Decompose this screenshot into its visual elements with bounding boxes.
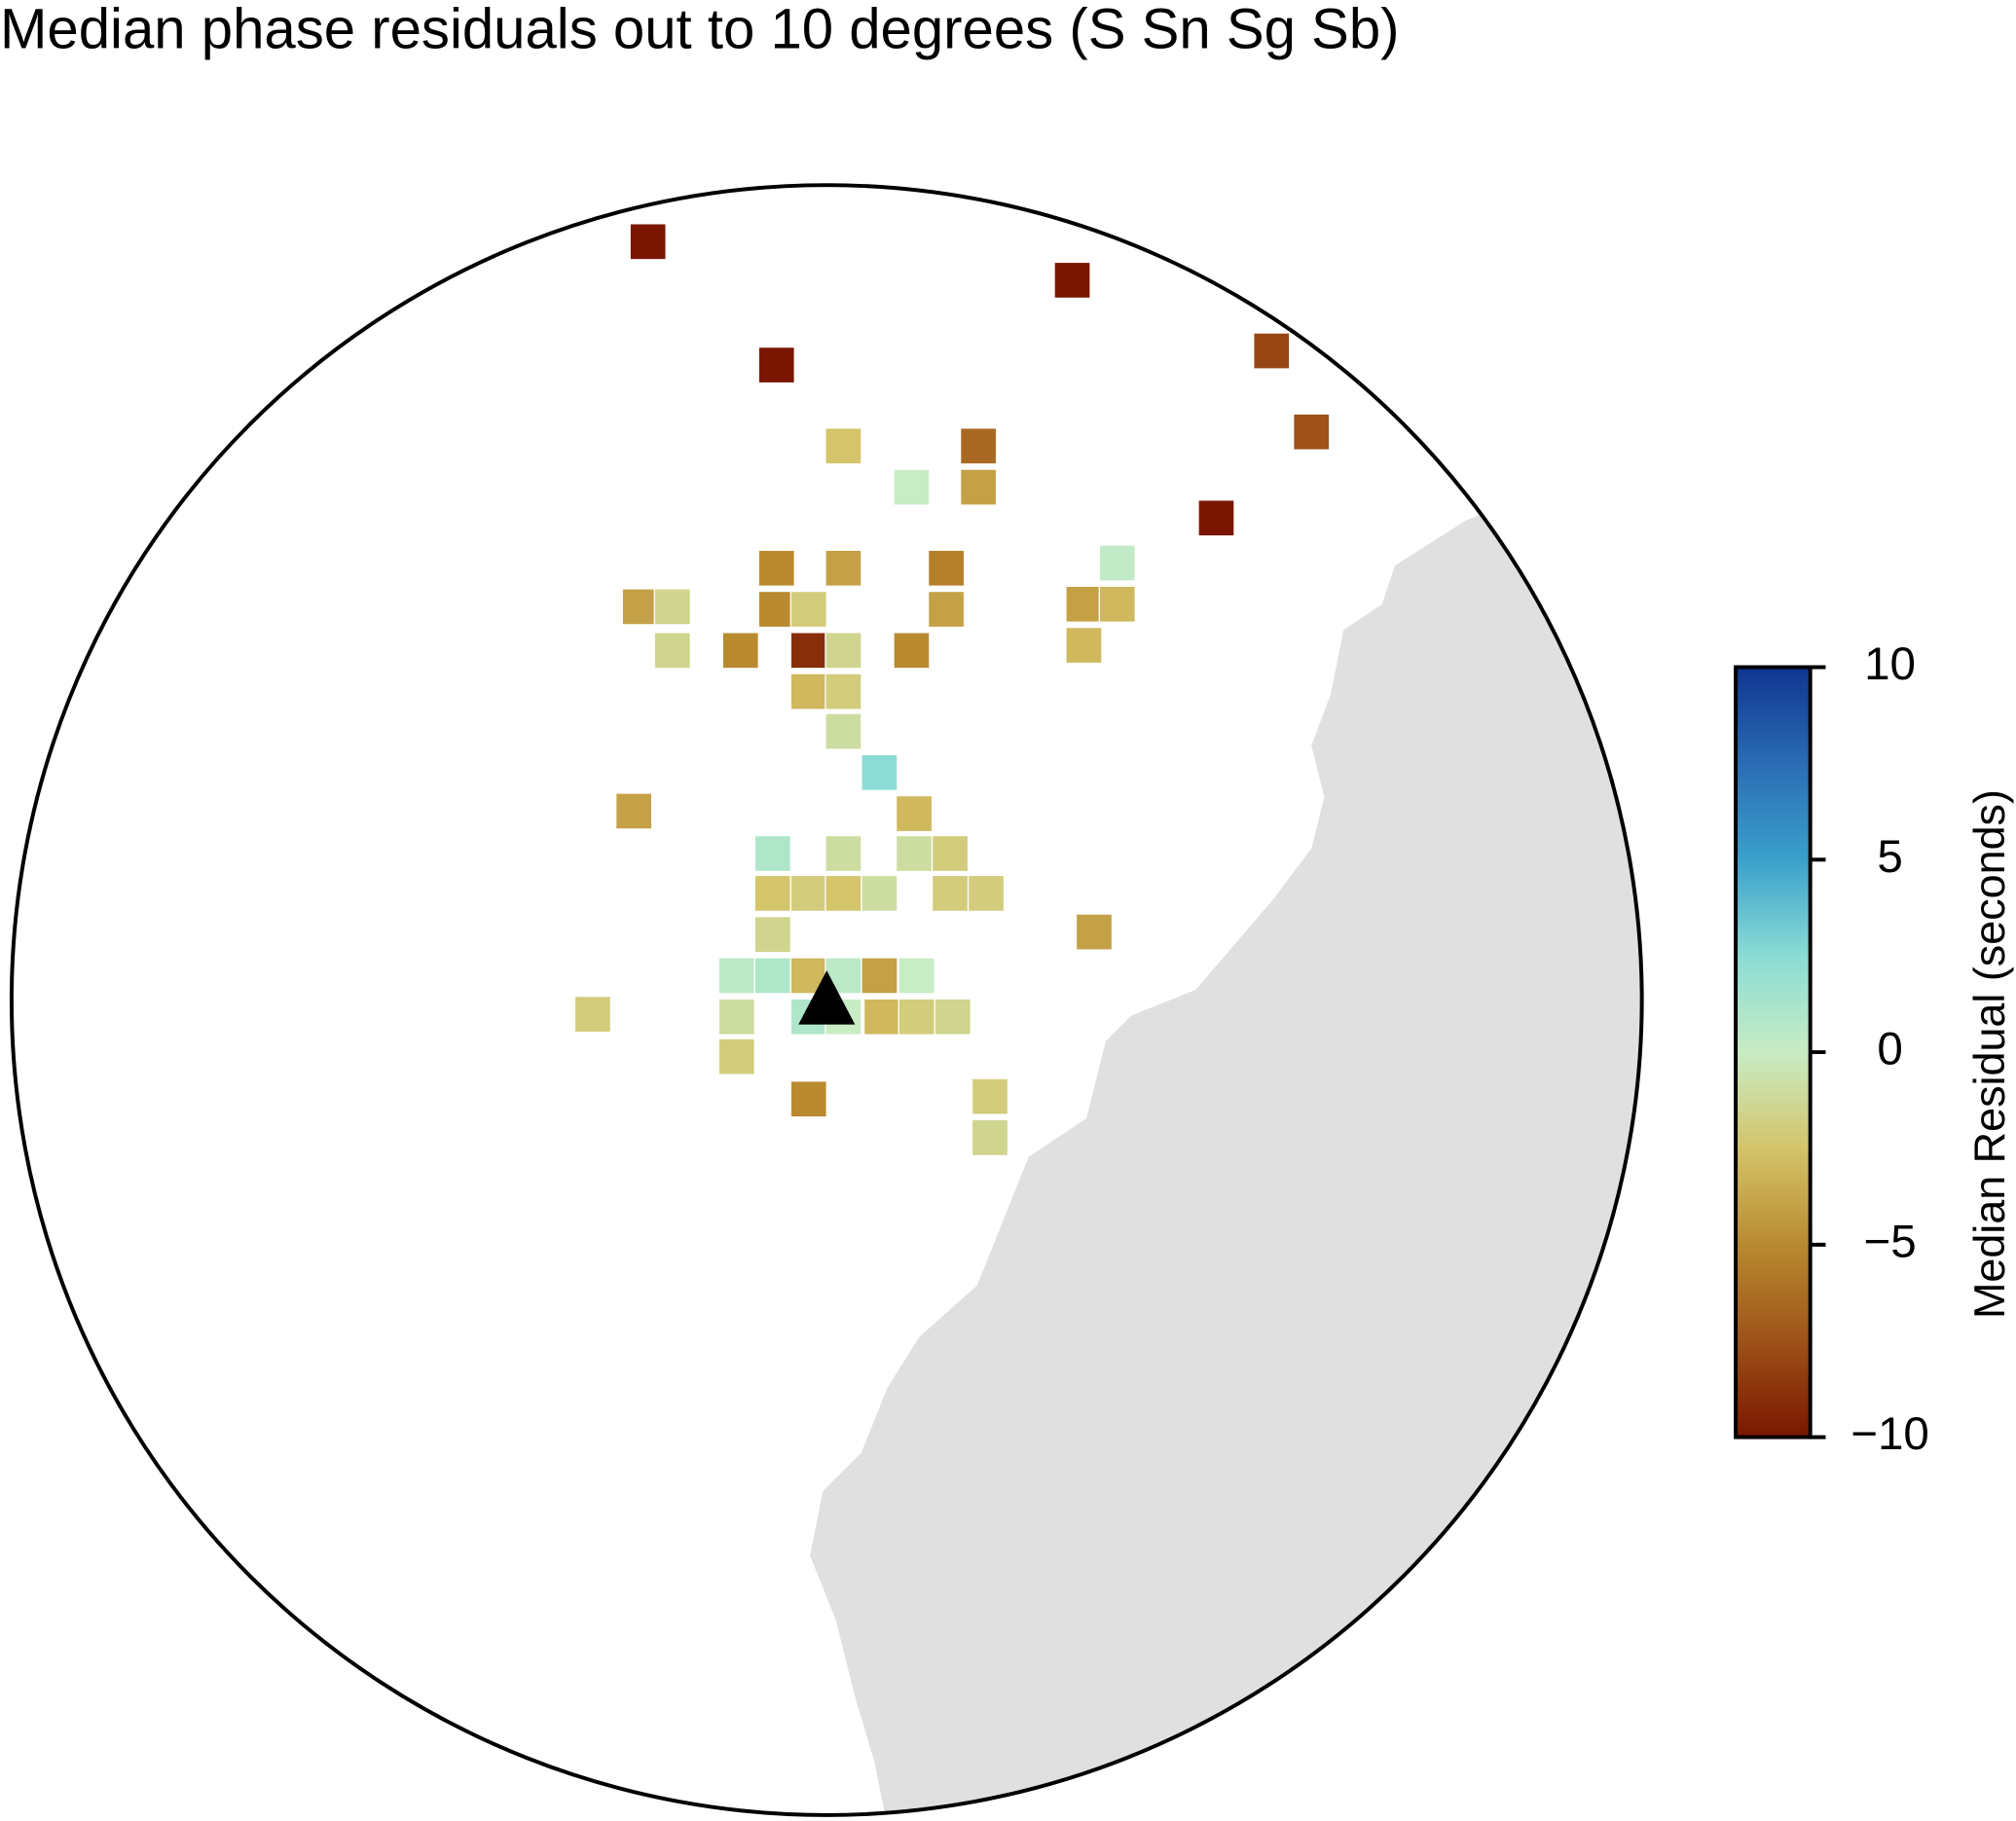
cell xyxy=(653,588,691,626)
cell xyxy=(717,998,755,1036)
cell xyxy=(971,1118,1009,1157)
cell xyxy=(1098,544,1136,582)
cell xyxy=(825,673,862,710)
colorbar-tick-label: 0 xyxy=(1877,1024,1902,1075)
cell xyxy=(934,998,971,1036)
cell xyxy=(895,794,934,833)
cell xyxy=(757,346,795,384)
cells xyxy=(573,223,1331,1157)
cell xyxy=(898,998,935,1036)
cell xyxy=(825,874,862,913)
cell xyxy=(573,995,612,1034)
cell xyxy=(1075,913,1114,951)
cell xyxy=(1253,332,1291,370)
cell xyxy=(717,1038,755,1075)
cell xyxy=(893,468,931,506)
cell xyxy=(753,834,791,873)
cell xyxy=(753,957,791,995)
cell xyxy=(971,1077,1009,1115)
chart-title: Median phase residuals out to 10 degrees… xyxy=(0,0,1399,61)
cell xyxy=(753,916,791,954)
cell xyxy=(861,753,898,791)
globe-outline xyxy=(9,183,1644,1817)
cell xyxy=(721,632,759,670)
cell xyxy=(789,874,827,913)
cell xyxy=(931,874,970,913)
colorbar-tick-label: −5 xyxy=(1863,1216,1916,1267)
cell xyxy=(1197,499,1235,537)
cell xyxy=(927,549,966,587)
cell xyxy=(757,590,795,629)
cell xyxy=(967,874,1006,913)
cell xyxy=(753,874,791,913)
cell xyxy=(1053,261,1091,300)
cell xyxy=(825,632,862,670)
cell xyxy=(1065,585,1103,623)
cell xyxy=(789,1080,827,1118)
cell xyxy=(1098,585,1136,623)
cell xyxy=(895,834,934,873)
colorbar-tick-label: 5 xyxy=(1877,831,1902,883)
cell xyxy=(825,834,862,873)
cell xyxy=(615,792,653,830)
cell xyxy=(789,590,827,629)
colorbar-label: Median Residual (seconds) xyxy=(1964,789,2014,1319)
cell xyxy=(621,588,659,626)
cell xyxy=(629,223,667,261)
cell xyxy=(825,549,862,587)
cell xyxy=(825,427,862,465)
cell xyxy=(789,673,827,710)
cell xyxy=(959,468,998,506)
cell xyxy=(789,632,827,670)
colorbar-tick-label: 10 xyxy=(1864,638,1916,690)
cell xyxy=(1065,626,1103,665)
cell xyxy=(927,590,966,629)
cell xyxy=(959,427,998,465)
colorbar-tick-label: −10 xyxy=(1851,1408,1929,1460)
cell xyxy=(893,632,931,670)
cell xyxy=(931,834,970,873)
cell xyxy=(1293,413,1331,451)
cell xyxy=(898,957,935,995)
colorbar xyxy=(1734,665,1813,1439)
cell xyxy=(862,998,901,1036)
cell xyxy=(717,957,755,995)
cell xyxy=(861,874,898,913)
station-marker xyxy=(798,970,856,1025)
cell xyxy=(825,712,862,750)
cell xyxy=(653,632,691,670)
cell xyxy=(757,549,795,587)
cell xyxy=(861,957,898,995)
